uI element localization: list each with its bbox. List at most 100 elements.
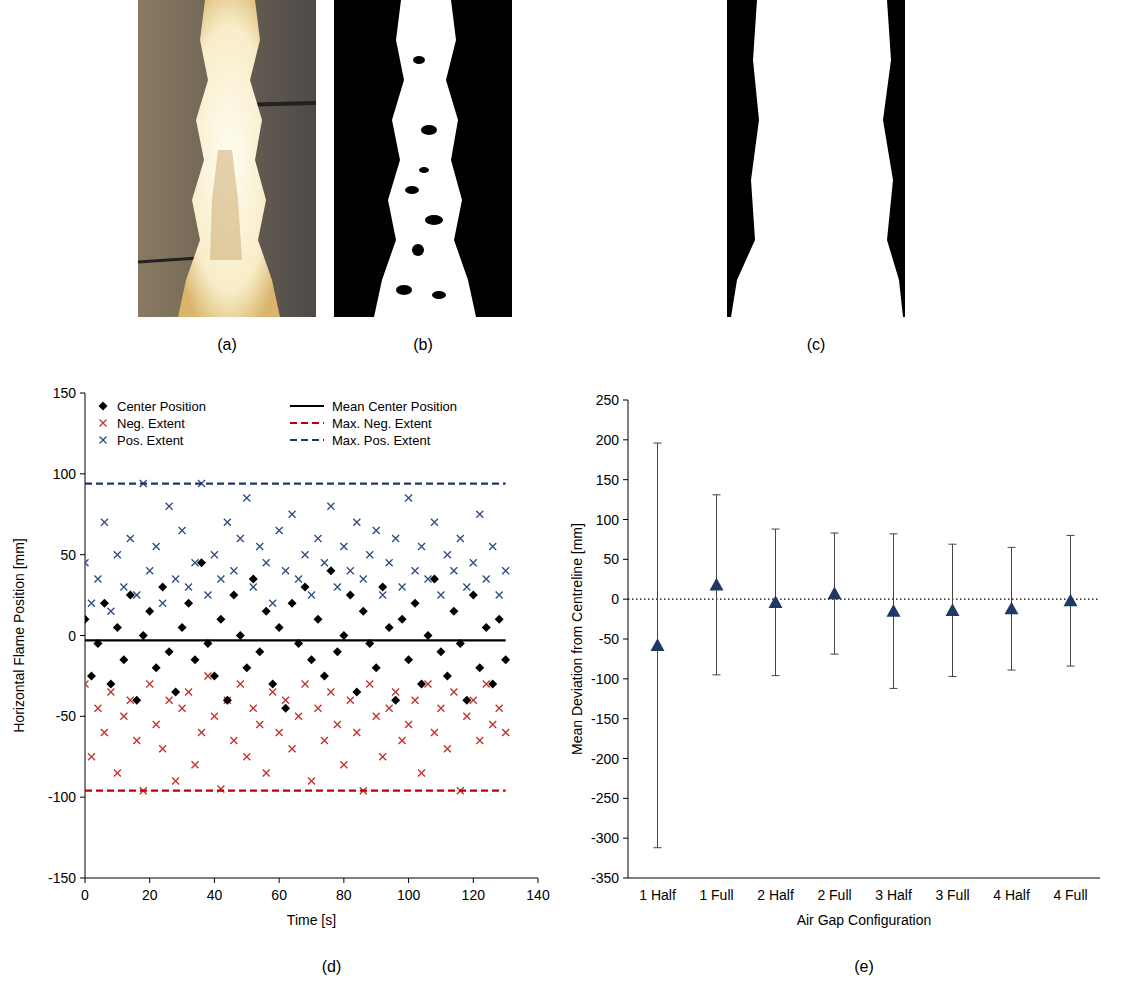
data-point	[165, 647, 174, 656]
data-point	[88, 600, 95, 607]
data-point	[242, 663, 251, 672]
x-axis-title: Air Gap Configuration	[797, 912, 932, 928]
data-point	[230, 737, 237, 744]
x-tick-label: 2 Full	[817, 887, 851, 903]
data-point	[158, 583, 167, 592]
data-point	[198, 729, 205, 736]
x-tick-label: 120	[462, 887, 486, 903]
data-point	[496, 592, 503, 599]
legend-label: Max. Pos. Extent	[332, 433, 431, 448]
y-tick-label: 50	[60, 547, 76, 563]
legend-swatch	[100, 420, 107, 427]
data-point	[379, 753, 386, 760]
y-tick	[623, 758, 628, 759]
x-axis	[85, 878, 538, 879]
data-point	[184, 599, 193, 608]
x-tick-label: 3 Half	[875, 887, 912, 903]
y-tick-label: -150	[48, 870, 76, 886]
data-point	[431, 519, 438, 526]
axes-e: -350-300-250-200-150-100-500501001502002…	[591, 392, 1100, 903]
y-tick	[80, 393, 85, 394]
x-tick-label: 1 Half	[639, 887, 676, 903]
binary-hole	[432, 291, 446, 299]
flame-shadow	[210, 150, 242, 260]
data-point	[308, 592, 315, 599]
data-point	[224, 697, 231, 704]
data-point	[469, 591, 478, 600]
data-point	[185, 584, 192, 591]
data-point	[449, 607, 458, 616]
data-point	[295, 713, 302, 720]
data-point	[119, 655, 128, 664]
data-point	[488, 680, 497, 689]
data-point	[237, 681, 244, 688]
data-point	[268, 680, 277, 689]
data-point	[211, 713, 218, 720]
y-tick	[80, 878, 85, 879]
x-tick	[343, 878, 344, 883]
binary-hole	[421, 125, 437, 135]
data-point	[269, 689, 276, 696]
y-tick	[80, 797, 85, 798]
data-point	[269, 600, 276, 607]
data-point	[281, 704, 290, 713]
data-point	[139, 631, 148, 640]
y-tick	[623, 838, 628, 839]
data-point	[463, 713, 470, 720]
data-point	[404, 655, 413, 664]
data-point	[372, 663, 381, 672]
x-tick	[149, 878, 150, 883]
y-tick-label: -50	[599, 631, 619, 647]
data-point	[282, 567, 289, 574]
data-point	[1064, 594, 1078, 607]
data-point	[340, 761, 347, 768]
data-point	[450, 689, 457, 696]
data-point	[308, 778, 315, 785]
flame-binary	[374, 0, 476, 317]
data-point	[166, 503, 173, 510]
data-point	[423, 631, 432, 640]
data-point	[360, 575, 367, 582]
data-point	[320, 671, 329, 680]
data-point	[457, 535, 464, 542]
data-point	[126, 591, 135, 600]
data-point	[418, 543, 425, 550]
legend-swatch	[290, 439, 324, 441]
y-tick	[623, 878, 628, 879]
x-tick-label: 60	[271, 887, 287, 903]
data-point	[769, 595, 783, 608]
data-point	[153, 543, 160, 550]
data-point	[210, 671, 219, 680]
x-tick	[538, 878, 539, 883]
binary-hole	[419, 167, 429, 173]
y-tick	[623, 599, 628, 600]
data-point	[340, 543, 347, 550]
legend-label: Neg. Extent	[117, 416, 185, 431]
y-tick	[623, 639, 628, 640]
data-point	[476, 511, 483, 518]
data-point	[1005, 602, 1019, 615]
data-point	[172, 778, 179, 785]
y-tick-label: -50	[56, 708, 76, 724]
data-point	[373, 713, 380, 720]
data-point	[236, 631, 245, 640]
panel-caption: (b)	[413, 336, 433, 353]
x-tick	[85, 878, 86, 883]
axes-d: -150-100-50050100150020406080100120140	[48, 385, 550, 903]
y-tick-label: 50	[603, 551, 619, 567]
data-point	[436, 647, 445, 656]
data-point	[133, 737, 140, 744]
x-tick-label: 100	[397, 887, 421, 903]
legend-label: Mean Center Position	[332, 399, 457, 414]
binary-background	[727, 0, 905, 317]
data-point	[114, 551, 121, 558]
series-line	[85, 639, 506, 641]
data-point	[482, 623, 491, 632]
x-tick-label: 80	[336, 887, 352, 903]
data-point	[437, 705, 444, 712]
data-point	[85, 681, 89, 688]
data-point	[334, 584, 341, 591]
data-point	[462, 696, 471, 705]
y-tick	[80, 635, 85, 636]
data-point	[502, 729, 509, 736]
